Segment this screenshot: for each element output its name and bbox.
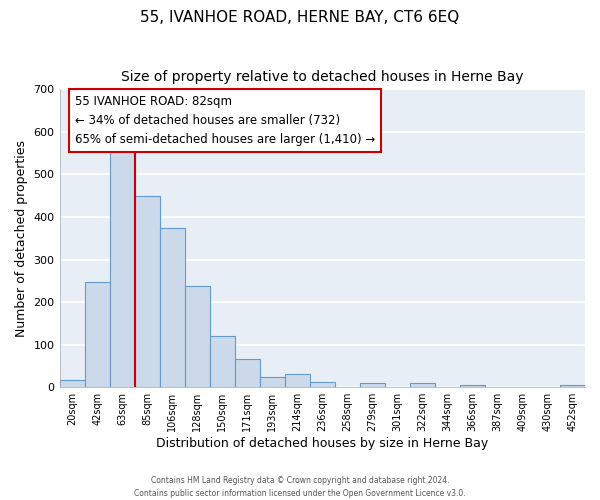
Bar <box>110 138 134 387</box>
X-axis label: Distribution of detached houses by size in Herne Bay: Distribution of detached houses by size … <box>156 437 488 450</box>
Bar <box>460 385 485 387</box>
Bar <box>185 286 209 387</box>
Bar <box>360 384 385 387</box>
Y-axis label: Number of detached properties: Number of detached properties <box>15 140 28 337</box>
Text: Contains HM Land Registry data © Crown copyright and database right 2024.
Contai: Contains HM Land Registry data © Crown c… <box>134 476 466 498</box>
Bar <box>310 382 335 387</box>
Bar <box>160 228 185 387</box>
Text: 55, IVANHOE ROAD, HERNE BAY, CT6 6EQ: 55, IVANHOE ROAD, HERNE BAY, CT6 6EQ <box>140 10 460 25</box>
Bar <box>260 378 285 387</box>
Bar <box>134 196 160 387</box>
Bar <box>59 380 85 387</box>
Bar <box>560 385 585 387</box>
Text: 55 IVANHOE ROAD: 82sqm
← 34% of detached houses are smaller (732)
65% of semi-de: 55 IVANHOE ROAD: 82sqm ← 34% of detached… <box>76 96 376 146</box>
Bar <box>209 336 235 387</box>
Bar <box>85 282 110 387</box>
Bar <box>285 374 310 387</box>
Bar <box>410 384 435 387</box>
Title: Size of property relative to detached houses in Herne Bay: Size of property relative to detached ho… <box>121 70 524 84</box>
Bar <box>235 358 260 387</box>
